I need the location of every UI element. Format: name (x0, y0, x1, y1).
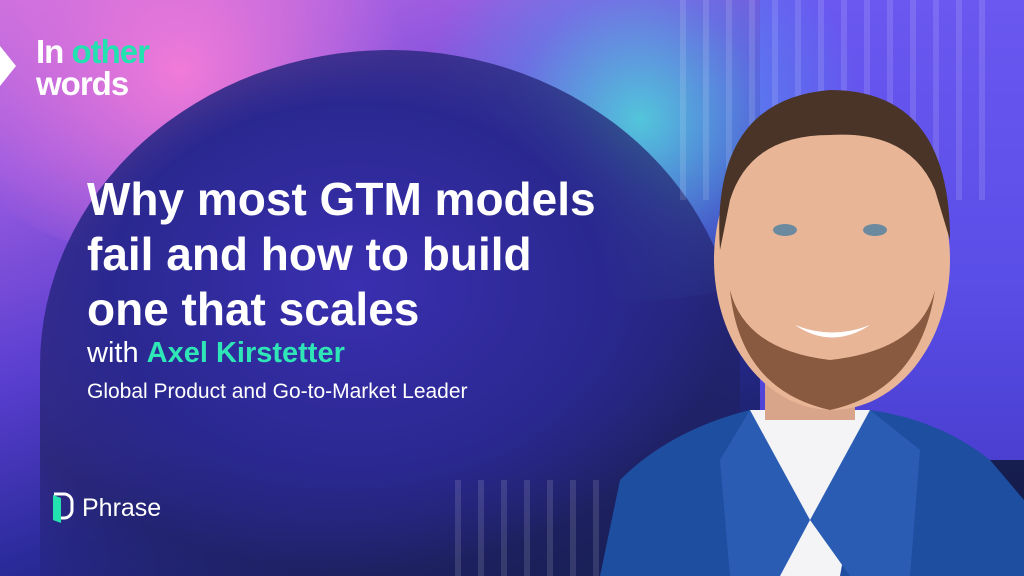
phrase-logo-text: Phrase (82, 493, 162, 522)
series-logo-in: In (36, 33, 64, 70)
headline-line: one that scales (87, 283, 420, 335)
play-arrow-icon (0, 46, 16, 86)
speaker-role: Global Product and Go-to-Market Leader (87, 380, 468, 403)
headline: Why most GTM models fail and how to buil… (87, 172, 687, 337)
decor-stripes-bottom (455, 480, 599, 576)
series-logo: In other words (36, 33, 150, 102)
headline-line: Why most GTM models (87, 173, 596, 225)
speaker-name: Axel Kirstetter (146, 337, 345, 369)
phrase-logo: Phrase (52, 492, 161, 524)
series-logo-other: other (71, 33, 150, 70)
series-logo-words: words (36, 65, 129, 102)
speaker-line: with Axel Kirstetter (87, 337, 345, 370)
headline-line: fail and how to build (87, 228, 532, 280)
speaker-prefix: with (87, 337, 139, 369)
phrase-logo-icon (53, 492, 74, 523)
speaker-photo (600, 90, 1024, 576)
